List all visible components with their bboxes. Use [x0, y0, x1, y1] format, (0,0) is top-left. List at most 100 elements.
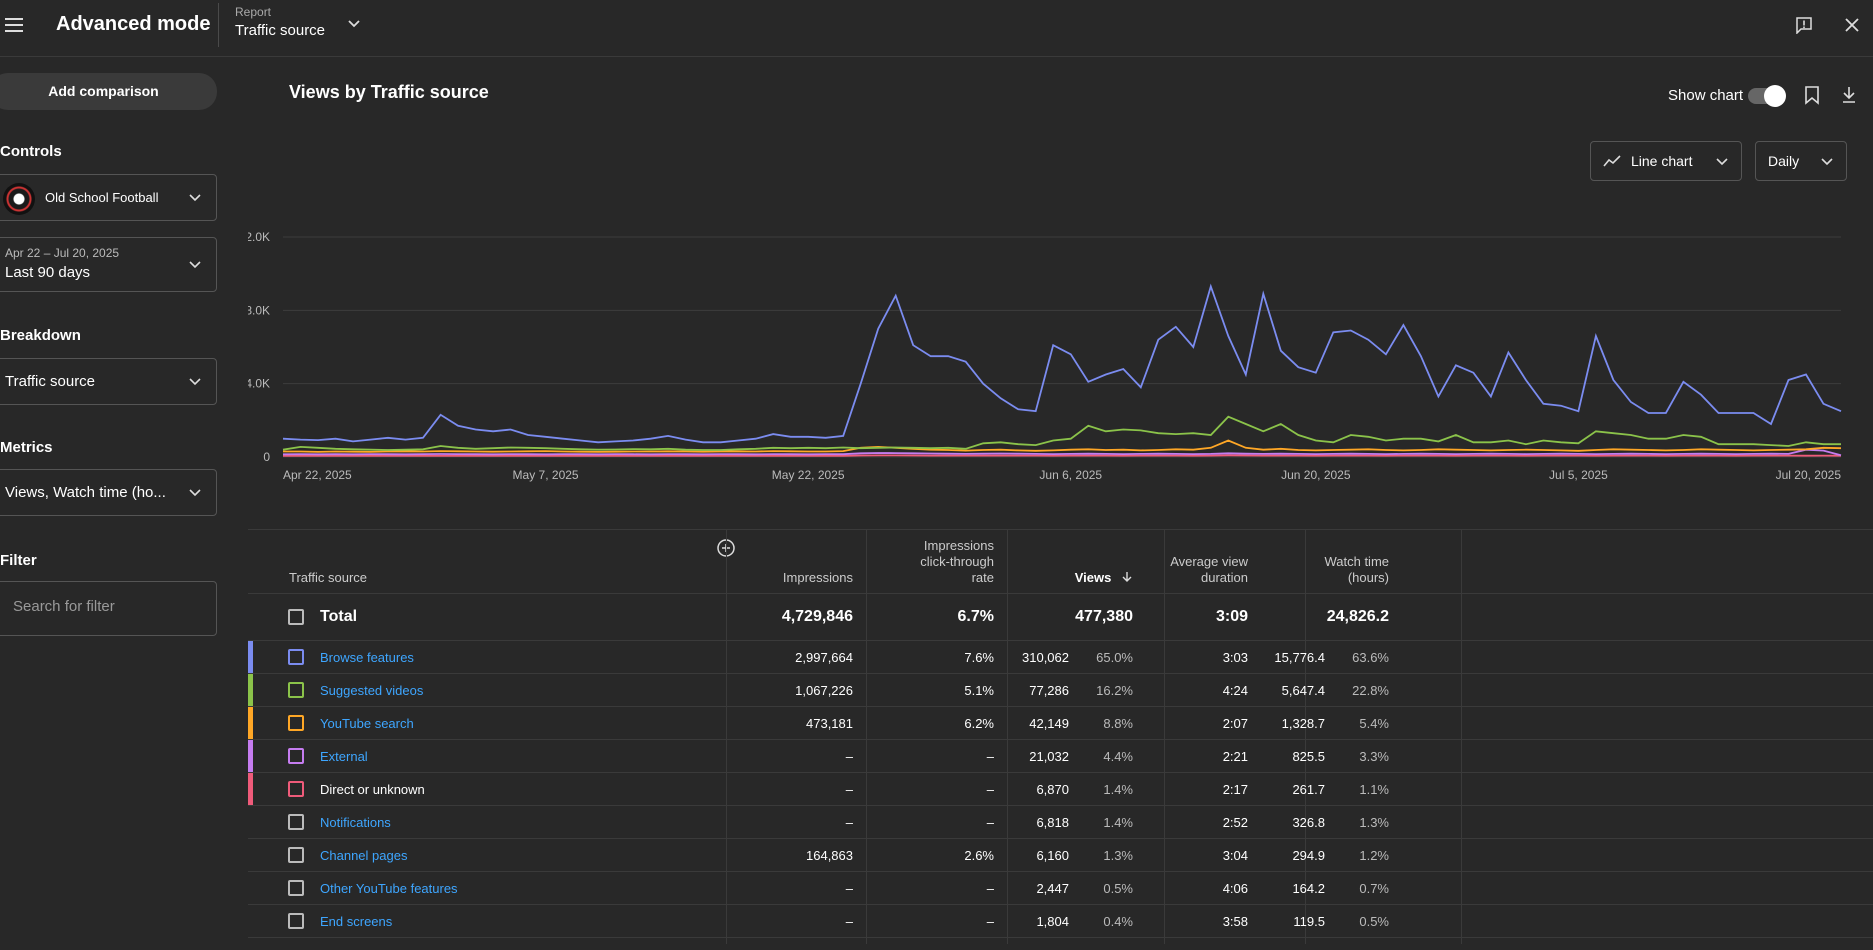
- watch-time-percent: 63.6%: [1352, 650, 1389, 665]
- breakdown-selector[interactable]: Traffic source: [0, 358, 217, 405]
- views-percent: 65.0%: [1096, 650, 1133, 665]
- report-selector[interactable]: Traffic source: [235, 22, 326, 39]
- traffic-source-name[interactable]: Other YouTube features: [320, 881, 458, 896]
- table-row[interactable]: Browse features 2,997,664 7.6% 310,062 65.0%…: [248, 641, 1873, 674]
- ctr-value: –: [986, 815, 994, 830]
- chart-type-dropdown[interactable]: Line chart: [1590, 141, 1742, 181]
- row-checkbox[interactable]: [288, 913, 304, 929]
- series-line: [283, 439, 1842, 453]
- row-checkbox[interactable]: [288, 814, 304, 830]
- avg-duration-value: 4:24: [1222, 683, 1248, 698]
- row-checkbox[interactable]: [288, 715, 304, 731]
- views-percent: 0.4%: [1103, 914, 1133, 929]
- table-row[interactable]: Direct or unknown – – 6,870 1.4% 2:17 261.7 1.1…: [248, 773, 1873, 806]
- filter-search-input[interactable]: Search for filter: [0, 581, 217, 636]
- menu-icon[interactable]: [5, 14, 31, 36]
- feedback-icon[interactable]: [1795, 16, 1813, 34]
- total-avg-duration: 3:09: [1215, 608, 1248, 625]
- close-icon[interactable]: [1843, 16, 1861, 34]
- chevron-down-icon[interactable]: [345, 15, 363, 33]
- watch-time-value: 5,647.4: [1281, 683, 1325, 698]
- table-row[interactable]: Other YouTube features – – 2,447 0.5% 4:06 164…: [248, 872, 1873, 905]
- column-divider: [1461, 529, 1462, 944]
- sidebar: Add comparison Controls Old School Footb…: [0, 57, 230, 950]
- column-divider: [866, 529, 867, 944]
- avg-duration-value: 3:03: [1222, 650, 1248, 665]
- views-value: 2,447: [1036, 881, 1069, 896]
- table-row[interactable]: Channel pages 164,863 2.6% 6,160 1.3% 3:04 294…: [248, 839, 1873, 872]
- total-views: 477,380: [1075, 608, 1133, 625]
- table-row[interactable]: Notifications – – 6,818 1.4% 2:52 326.8 1.3%: [248, 806, 1873, 839]
- top-bar: Advanced mode Report Traffic source: [0, 0, 1873, 57]
- ctr-value: 7.6%: [964, 650, 994, 665]
- row-checkbox[interactable]: [288, 781, 304, 797]
- header-ctr-line2: click-through: [920, 554, 994, 569]
- header-traffic-source[interactable]: Traffic source: [289, 570, 368, 585]
- row-checkbox[interactable]: [288, 682, 304, 698]
- channel-name: Old School Football: [45, 190, 159, 205]
- traffic-source-name[interactable]: Notifications: [320, 815, 391, 830]
- chevron-down-icon: [189, 194, 201, 202]
- traffic-source-name[interactable]: Browse features: [320, 650, 414, 665]
- x-tick-label: May 7, 2025: [513, 468, 579, 482]
- watch-time-percent: 1.2%: [1359, 848, 1389, 863]
- total-checkbox[interactable]: [288, 609, 304, 625]
- add-comparison-button[interactable]: Add comparison: [0, 73, 217, 110]
- metrics-selector[interactable]: Views, Watch time (ho...: [0, 469, 217, 516]
- watch-time-percent: 1.1%: [1359, 782, 1389, 797]
- table-row[interactable]: End screens – – 1,804 0.4% 3:58 119.5 0.5%: [248, 905, 1873, 938]
- header-wt-line1: Watch time: [1324, 554, 1389, 569]
- ctr-value: –: [986, 749, 994, 764]
- impressions-value: –: [845, 815, 853, 830]
- traffic-source-name[interactable]: Channel pages: [320, 848, 408, 863]
- header-views[interactable]: Views: [1075, 570, 1133, 586]
- row-checkbox[interactable]: [288, 847, 304, 863]
- show-chart-toggle[interactable]: [1748, 85, 1786, 107]
- line-chart-icon: [1603, 155, 1621, 167]
- sort-down-icon: [1122, 572, 1132, 582]
- traffic-source-name[interactable]: External: [320, 749, 368, 764]
- header-watch-time[interactable]: Watch time (hours): [1324, 554, 1389, 586]
- channel-selector[interactable]: Old School Football: [0, 174, 217, 221]
- row-checkbox[interactable]: [288, 748, 304, 764]
- granularity-dropdown[interactable]: Daily: [1755, 141, 1847, 181]
- bookmark-icon[interactable]: [1803, 85, 1821, 105]
- views-percent: 1.4%: [1103, 782, 1133, 797]
- views-percent: 1.4%: [1103, 815, 1133, 830]
- views-value: 1,804: [1036, 914, 1069, 929]
- series-color-bar: [248, 707, 253, 739]
- traffic-source-name[interactable]: End screens: [320, 914, 393, 929]
- impressions-value: –: [845, 782, 853, 797]
- row-checkbox[interactable]: [288, 649, 304, 665]
- watch-time-percent: 0.5%: [1359, 914, 1389, 929]
- ctr-value: 5.1%: [964, 683, 994, 698]
- x-tick-label: Jun 20, 2025: [1281, 468, 1351, 482]
- watch-time-percent: 0.7%: [1359, 881, 1389, 896]
- impressions-value: 473,181: [806, 716, 853, 731]
- row-checkbox[interactable]: [288, 880, 304, 896]
- header-avg-view-duration[interactable]: Average view duration: [1170, 554, 1248, 586]
- traffic-source-name[interactable]: YouTube search: [320, 716, 414, 731]
- header-ctr-line3: rate: [971, 570, 994, 585]
- table-row[interactable]: YouTube search 473,181 6.2% 42,149 8.8% 2:07 1…: [248, 707, 1873, 740]
- header-wt-line2: (hours): [1347, 570, 1389, 585]
- column-divider: [726, 529, 727, 944]
- views-percent: 4.4%: [1103, 749, 1133, 764]
- chevron-down-icon: [189, 261, 201, 269]
- chevron-down-icon: [1716, 158, 1728, 166]
- download-icon[interactable]: [1840, 85, 1858, 105]
- watch-time-value: 294.9: [1292, 848, 1325, 863]
- table-row[interactable]: External – – 21,032 4.4% 2:21 825.5 3.3%: [248, 740, 1873, 773]
- traffic-source-name: Direct or unknown: [320, 782, 425, 797]
- watch-time-value: 261.7: [1292, 782, 1325, 797]
- page-title: Advanced mode: [56, 13, 211, 35]
- views-value: 6,818: [1036, 815, 1069, 830]
- x-tick-label: Apr 22, 2025: [283, 468, 352, 482]
- date-range-selector[interactable]: Apr 22 – Jul 20, 2025 Last 90 days: [0, 237, 217, 292]
- table-row[interactable]: Suggested videos 1,067,226 5.1% 77,286 16.2%…: [248, 674, 1873, 707]
- header-impressions[interactable]: Impressions: [782, 570, 853, 585]
- header-ctr[interactable]: Impressions click-through rate: [920, 538, 994, 586]
- watch-time-percent: 5.4%: [1359, 716, 1389, 731]
- watch-time-percent: 3.3%: [1359, 749, 1389, 764]
- traffic-source-name[interactable]: Suggested videos: [320, 683, 424, 698]
